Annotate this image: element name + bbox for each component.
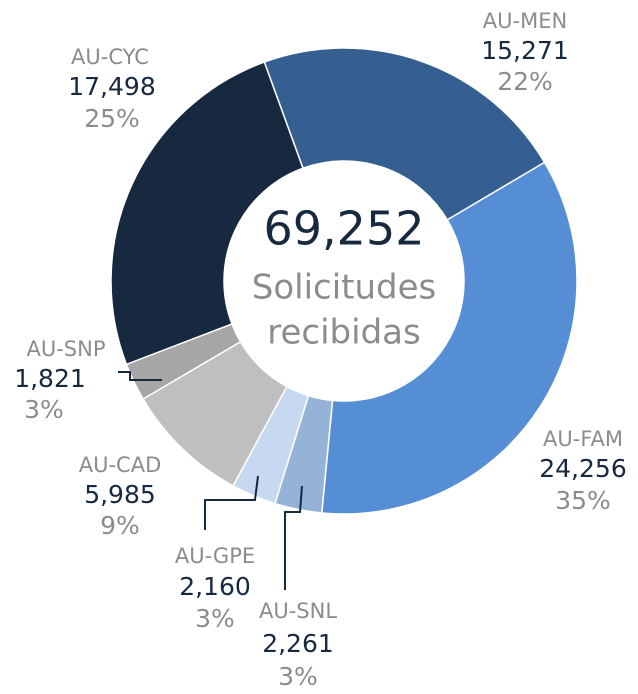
slice-value: 15,271 <box>481 36 568 65</box>
slice-percent: 25% <box>84 104 140 133</box>
donut-slice <box>263 47 546 221</box>
donut-slice <box>110 61 304 366</box>
slice-percent: 3% <box>195 604 235 633</box>
leader-line <box>118 371 162 381</box>
slice-percent: 3% <box>278 662 318 691</box>
slice-value: 5,985 <box>84 480 156 509</box>
slice-name: AU-CYC <box>71 45 149 69</box>
slice-name: AU-SNL <box>259 599 337 623</box>
leader-line <box>204 475 259 530</box>
donut <box>110 47 578 515</box>
slice-name: AU-GPE <box>175 544 255 568</box>
center-total: 69,252 <box>264 202 425 256</box>
slice-percent: 22% <box>497 67 553 96</box>
slice-percent: 3% <box>24 395 64 424</box>
slice-percent: 9% <box>100 511 140 540</box>
slice-percent: 35% <box>555 486 611 515</box>
center-label: Solicitudes <box>252 268 437 308</box>
slice-name: AU-MEN <box>483 9 567 33</box>
slice-value: 2,261 <box>262 629 334 658</box>
slice-value: 1,821 <box>14 364 86 393</box>
slice-name: AU-FAM <box>543 427 623 451</box>
center-label: recibidas <box>267 313 420 353</box>
leader-line <box>284 485 303 590</box>
slice-value: 17,498 <box>68 72 155 101</box>
slice-value: 24,256 <box>539 454 626 483</box>
slice-name: AU-SNP <box>26 337 105 361</box>
slice-name: AU-CAD <box>79 453 162 477</box>
donut-slice <box>320 161 578 515</box>
slice-value: 2,160 <box>179 572 251 601</box>
